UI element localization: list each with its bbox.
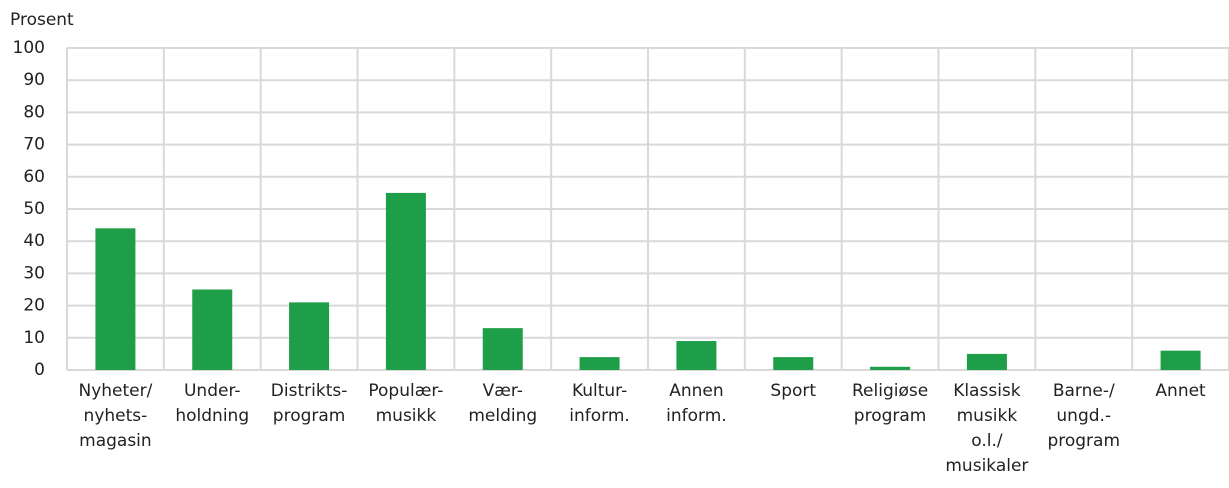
x-tick-label-line: program: [1047, 431, 1120, 451]
x-tick-label-line: Klassisk: [953, 381, 1021, 401]
x-tick-label-line: inform.: [569, 406, 630, 426]
x-tick-label: Klassisk musikk o.l./ musikaler: [945, 381, 1028, 476]
x-tick-label: Vær-melding: [468, 381, 537, 426]
x-tick-label: Sport: [770, 381, 816, 401]
x-tick-label-line: program: [854, 406, 927, 426]
bar: [192, 289, 233, 370]
y-tick-label: 80: [23, 102, 45, 122]
bar: [579, 357, 620, 370]
x-tick-label-line: Religiøse: [852, 381, 928, 401]
y-tick-label: 70: [23, 135, 45, 155]
bar: [773, 357, 814, 370]
y-tick-label: 90: [23, 70, 45, 90]
x-tick-label-line: Kultur-: [572, 381, 627, 401]
x-tick-label-line: magasin: [79, 431, 152, 451]
x-tick-label: Distrikts-program: [271, 381, 348, 426]
x-tick-label-line: Annet: [1155, 381, 1206, 401]
x-tick-label: Populær-musikk: [368, 381, 443, 426]
x-tick-label-line: holdning: [175, 406, 249, 426]
x-tick-label-line: Annen: [669, 381, 723, 401]
y-tick-label: 0: [34, 360, 45, 380]
bar: [676, 341, 717, 370]
bar: [870, 366, 911, 370]
x-tick-label-line: musikk: [957, 406, 1018, 426]
x-tick-label-line: Nyheter/: [78, 381, 152, 401]
bar: [385, 192, 426, 370]
x-tick-label-line: Barne-/: [1053, 381, 1115, 401]
y-tick-label: 100: [13, 38, 45, 58]
bar: [1160, 350, 1201, 370]
x-tick-label-line: Populær-: [368, 381, 443, 401]
x-tick-label-line: inform.: [666, 406, 727, 426]
y-tick-label: 30: [23, 263, 45, 283]
x-tick-label-line: program: [273, 406, 346, 426]
y-tick-label: 40: [23, 231, 45, 251]
y-tick-label: 50: [23, 199, 45, 219]
x-tick-label: Barne-/ ungd.- program: [1047, 381, 1120, 451]
x-tick-label-line: Under-: [184, 381, 241, 401]
x-tick-label-line: musikaler: [945, 456, 1028, 476]
bar: [966, 353, 1007, 370]
x-tick-label: Nyheter/nyhets-magasin: [78, 381, 152, 451]
bar: [482, 328, 523, 370]
x-tick-label: Religiøse program: [852, 381, 928, 426]
y-axis-label: Prosent: [10, 10, 74, 30]
bar: [95, 228, 136, 370]
x-tick-label-line: ungd.-: [1056, 406, 1111, 426]
x-tick-label-line: musikk: [376, 406, 437, 426]
bar: [289, 302, 330, 370]
x-tick-label-line: Sport: [770, 381, 816, 401]
x-tick-label-line: melding: [468, 406, 537, 426]
x-tick-label: Annet: [1155, 381, 1206, 401]
y-tick-label: 60: [23, 167, 45, 187]
x-tick-label: Kultur-inform.: [569, 381, 630, 426]
y-tick-label: 10: [23, 328, 45, 348]
x-tick-label-line: Vær-: [483, 381, 523, 401]
x-tick-label-line: Distrikts-: [271, 381, 348, 401]
x-tick-label-line: o.l./: [971, 431, 1003, 451]
y-tick-label: 20: [23, 296, 45, 316]
x-tick-label: Annen inform.: [666, 381, 727, 426]
x-tick-label: Under-holdning: [175, 381, 249, 426]
x-tick-label-line: nyhets-: [84, 406, 148, 426]
